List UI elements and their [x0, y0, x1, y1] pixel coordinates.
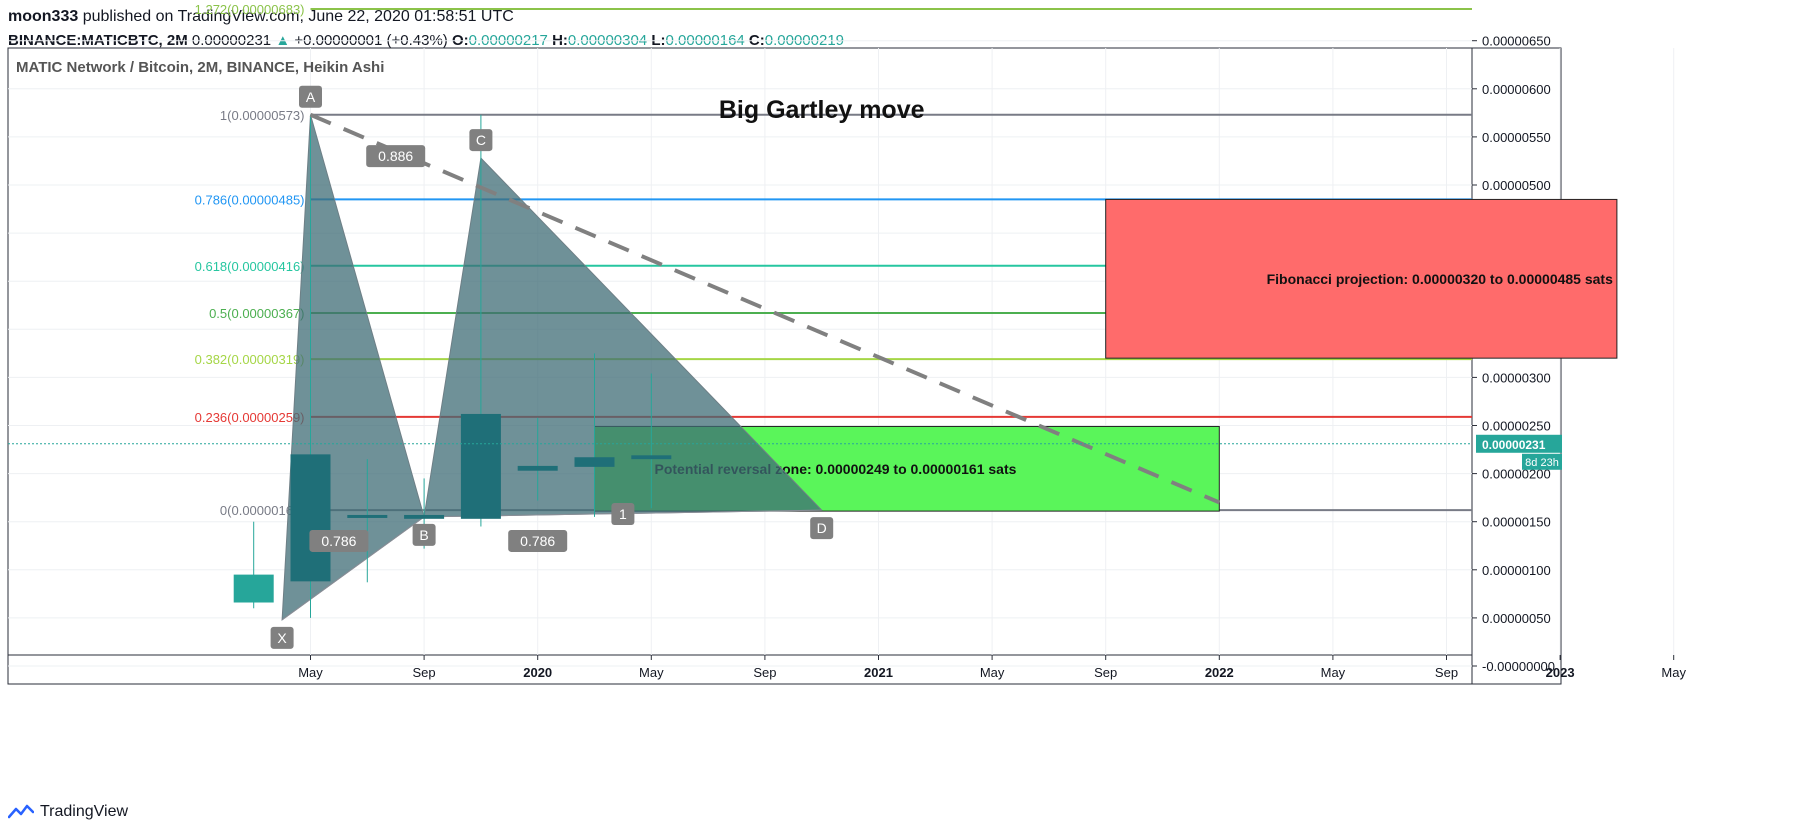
- pattern-xb-line: [281, 516, 425, 621]
- y-tick-label: 0.00000150: [1482, 515, 1551, 530]
- candle-body[interactable]: [290, 454, 331, 582]
- x-tick-label: 2022: [1205, 665, 1234, 680]
- countdown-bg: [1522, 453, 1562, 470]
- y-tick-label: -0.00000000: [1482, 659, 1555, 674]
- ratio-label: 0.786: [321, 533, 356, 549]
- fib-level-label: 0.786(0.00000485): [195, 192, 305, 207]
- x-tick-label: May: [980, 665, 1005, 680]
- y-tick-label: 0.00000550: [1482, 130, 1551, 145]
- point-label-a-bg: [299, 85, 322, 108]
- fib-level-label: 0.382(0.00000319): [195, 352, 305, 367]
- footer-brand[interactable]: TradingView: [40, 803, 129, 820]
- chart-title: MATIC Network / Bitcoin, 2M, BINANCE, He…: [16, 59, 384, 76]
- chart-frame: [7, 47, 1562, 685]
- x-tick-label: Sep: [1435, 665, 1458, 680]
- y-tick-label: 0.00000200: [1482, 467, 1551, 482]
- publish-line: moon333 published on TradingView.com, Ju…: [8, 8, 514, 26]
- marker-label-bg: [611, 503, 635, 526]
- point-label-d-bg: [810, 517, 834, 540]
- countdown-label: 8d 23h: [1525, 457, 1559, 469]
- ratio-label: 0.786: [520, 533, 555, 549]
- fib-level-label: 0.618(0.00000416): [195, 259, 305, 274]
- x-tick-label: Sep: [753, 665, 776, 680]
- y-tick-label: 0.00000600: [1482, 82, 1551, 97]
- published-text: published on TradingView.com, June 22, 2…: [82, 8, 514, 25]
- point-label-x-bg: [270, 626, 294, 649]
- annotation-title: Big Gartley move: [719, 96, 925, 124]
- fib-level-label: 0(0.00000162): [220, 503, 305, 518]
- x-tick-label: May: [1661, 665, 1686, 680]
- projection-dashed-line[interactable]: [309, 112, 1221, 505]
- candle-body[interactable]: [404, 514, 445, 519]
- fib-level-label: 1(0.00000573): [220, 108, 305, 123]
- y-tick-label: 0.00000250: [1482, 419, 1551, 434]
- red-zone-box[interactable]: [1105, 198, 1618, 359]
- x-tick-label: May: [298, 665, 323, 680]
- x-tick-label: Sep: [1094, 665, 1117, 680]
- y-tick-label: 0.00000300: [1482, 370, 1551, 385]
- x-tick-label: 2020: [523, 665, 552, 680]
- fib-level-label: 0.5(0.00000367): [209, 306, 304, 321]
- candle-body[interactable]: [631, 455, 672, 460]
- ratio-label-bg: [309, 529, 369, 552]
- candle-body[interactable]: [347, 514, 388, 518]
- marker-label: 1: [619, 506, 627, 522]
- candle-body[interactable]: [517, 465, 558, 471]
- red-zone-label: Fibonacci projection: 0.00000320 to 0.00…: [1267, 271, 1614, 287]
- price-tag-label: 0.00000231: [1482, 438, 1546, 452]
- footer: TradingView: [8, 800, 128, 824]
- point-label-d: D: [817, 520, 827, 536]
- tradingview-logo-icon: [8, 804, 34, 819]
- author-name[interactable]: moon333: [8, 8, 79, 25]
- price-tag-bg: [1476, 434, 1562, 453]
- point-label-b: B: [419, 527, 428, 543]
- fib-level-label: 0.236(0.00000259): [195, 410, 305, 425]
- x-tick-label: 2023: [1546, 665, 1575, 680]
- x-tick-label: 2021: [864, 665, 893, 680]
- point-label-x: X: [277, 630, 287, 646]
- candle-body[interactable]: [233, 574, 274, 603]
- y-tick-label: 0.00000500: [1482, 178, 1551, 193]
- point-label-c-bg: [469, 129, 493, 152]
- ratio-label-bg: [366, 145, 426, 168]
- point-label-b-bg: [412, 523, 436, 546]
- point-label-c: C: [476, 132, 486, 148]
- x-tick-label: May: [639, 665, 664, 680]
- point-label-a: A: [306, 89, 316, 105]
- candle-body[interactable]: [460, 413, 501, 519]
- y-tick-label: 0.00000050: [1482, 611, 1551, 626]
- x-tick-label: May: [1321, 665, 1346, 680]
- x-tick-label: Sep: [413, 665, 436, 680]
- candle-body[interactable]: [574, 457, 615, 467]
- y-tick-label: 0.00000100: [1482, 563, 1551, 578]
- ratio-label-bg: [508, 529, 568, 552]
- y-tick-label: 0.00000650: [1482, 34, 1551, 49]
- fib-level-label: 1.272(0.00000683): [195, 2, 305, 17]
- ratio-label: 0.886: [378, 148, 413, 164]
